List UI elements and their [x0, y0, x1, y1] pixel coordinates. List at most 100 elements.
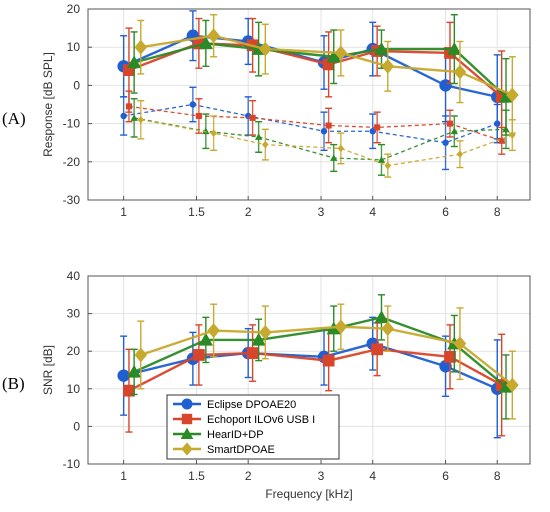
data-point [374, 310, 389, 324]
data-point [447, 41, 462, 55]
data-point [198, 36, 213, 50]
series-smartdpoae [134, 14, 519, 134]
data-point [137, 115, 145, 124]
x-tick-label: 1 [120, 469, 127, 483]
data-point [439, 360, 452, 373]
x-tick-label: 4 [369, 205, 376, 219]
data-point [456, 150, 464, 158]
data-point [195, 112, 202, 119]
x-tick-label: 2 [245, 205, 252, 219]
data-point [262, 140, 269, 149]
x-tick-label: 8 [494, 469, 501, 483]
legend-entry: SmartDPOAE [173, 442, 275, 456]
legend-marker [181, 442, 193, 456]
data-point [450, 127, 459, 135]
legend-label: HearID+DP [207, 429, 264, 441]
data-point [495, 379, 508, 391]
series-hearid-dp [126, 14, 514, 136]
y-tick-label: 20 [67, 344, 81, 358]
legend-label: Echoport ILOv6 USB I [207, 414, 315, 426]
data-point [120, 112, 127, 120]
data-point [439, 79, 452, 92]
data-point [125, 103, 133, 110]
series-noise-5 [125, 90, 506, 155]
data-point [505, 377, 519, 393]
data-point [374, 41, 389, 55]
legend-label: SmartDPOAE [207, 444, 275, 456]
data-point [442, 139, 449, 146]
x-tick-label: 1 [120, 205, 127, 219]
data-point [202, 127, 210, 135]
series-noise-4 [120, 86, 501, 171]
data-point [453, 64, 467, 80]
legend-marker [181, 398, 193, 410]
series-echoport-ilov6-usb-i [123, 322, 508, 437]
data-point [126, 364, 142, 378]
data-point [123, 384, 135, 397]
data-point [134, 39, 148, 55]
data-point [494, 120, 501, 127]
data-point [210, 129, 217, 137]
y-axis-label: Response [dB SPL] [41, 52, 55, 157]
y-tick-label: 0 [73, 78, 80, 92]
x-tick-label: 3 [318, 469, 325, 483]
data-point [258, 324, 272, 340]
data-point [381, 321, 395, 337]
y-tick-label: 20 [67, 2, 81, 16]
data-point [251, 332, 266, 346]
data-point [134, 347, 148, 363]
y-tick-label: 10 [67, 40, 81, 54]
data-point [371, 343, 384, 356]
data-point [334, 45, 348, 61]
y-tick-label: -10 [63, 457, 81, 471]
x-tick-label: 6 [442, 469, 449, 483]
data-point [453, 336, 467, 352]
legend-marker [181, 413, 193, 425]
data-point [334, 319, 348, 335]
series-noise-7 [137, 99, 516, 178]
y-tick-label: 40 [67, 269, 81, 283]
panel-label: (A) [2, 109, 26, 128]
legend-entry: Echoport ILOv6 USB I [173, 413, 315, 426]
x-tick-label: 8 [494, 205, 501, 219]
series-smartdpoae [134, 303, 519, 420]
data-point [384, 161, 392, 170]
axes-box [87, 8, 531, 201]
data-point [207, 323, 220, 338]
data-point [381, 58, 395, 74]
data-point [249, 114, 256, 121]
data-point [325, 122, 332, 129]
data-point [192, 349, 205, 361]
legend-label: Eclipse DPOAE20 [207, 399, 296, 411]
data-point [322, 58, 335, 71]
data-point [495, 90, 508, 103]
y-tick-label: -30 [63, 193, 81, 207]
data-point [498, 137, 505, 144]
y-tick-label: -10 [63, 117, 81, 131]
y-tick-label: 30 [67, 307, 81, 321]
x-tick-label: 3 [318, 205, 325, 219]
data-point [207, 28, 220, 44]
data-point [130, 114, 138, 121]
data-point [498, 379, 514, 393]
x-tick-label: 2 [245, 469, 252, 483]
legend: Eclipse DPOAE20 Echoport ILOv6 USB I HearI… [166, 394, 340, 460]
data-point [374, 124, 381, 131]
data-point [192, 37, 205, 50]
legend-entry: HearID+DP [173, 427, 264, 441]
x-axis-label: Frequency [kHz] [265, 487, 352, 501]
y-tick-label: 10 [67, 382, 81, 396]
legend-marker [180, 427, 194, 440]
panel-a: 1 1.5 2 3 4 6 8 -30 -20 -10 0 10 20 Response [dB SPL]… [2, 2, 531, 219]
data-point [444, 350, 456, 363]
data-point [505, 87, 519, 103]
data-point [330, 154, 338, 161]
data-point [254, 133, 263, 140]
data-point [509, 131, 516, 139]
data-point [377, 156, 386, 163]
plot-area [88, 9, 530, 200]
x-tick-label: 1.5 [188, 469, 205, 483]
data-point [246, 347, 259, 359]
y-axis-label: SNR [dB] [41, 345, 55, 395]
